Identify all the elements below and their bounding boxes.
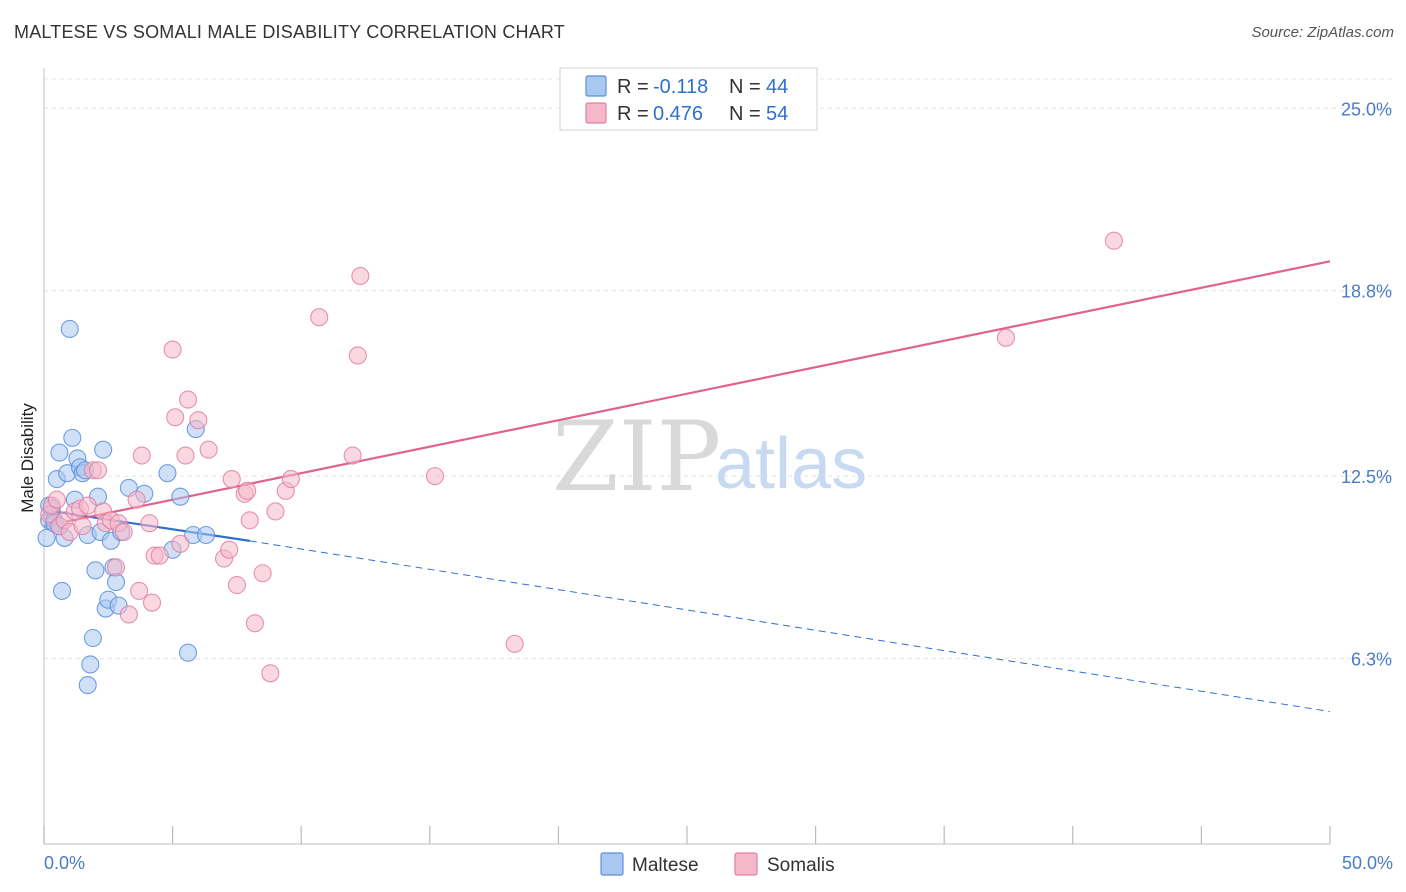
axis-layer: 0.0% 50.0% (43, 68, 1393, 873)
point-somalis-51 (505, 634, 524, 653)
point-somalis-8 (73, 517, 92, 536)
point-somalis-43 (266, 502, 285, 521)
legend-n-label-somalis: N = (729, 103, 761, 125)
point-somalis-40 (245, 614, 264, 633)
point-maltese-21 (83, 628, 102, 648)
y-tick-label-1: 12.5% (1341, 467, 1392, 487)
legend-r-label-maltese: R = (617, 76, 649, 98)
point-maltese-7 (50, 443, 69, 462)
point-somalis-52 (996, 328, 1015, 347)
point-somalis-32 (199, 440, 218, 459)
point-maltese-25 (94, 440, 113, 459)
legend-n-label-maltese: N = (729, 76, 761, 98)
point-maltese-11 (60, 319, 79, 339)
correlation-legend: R = -0.118 N = 44 R = 0.476 N = 54 (559, 67, 818, 131)
y-tick-label-0: 6.3% (1351, 650, 1392, 670)
legend-r-label-somalis: R = (617, 103, 649, 125)
point-somalis-23 (142, 593, 162, 612)
point-somalis-50 (425, 467, 444, 486)
point-somalis-53 (1104, 231, 1124, 250)
point-somalis-11 (88, 461, 108, 480)
point-somalis-47 (343, 446, 362, 465)
point-somalis-39 (240, 511, 259, 530)
point-somalis-46 (310, 308, 329, 327)
points-layer (37, 231, 1124, 695)
point-somalis-2 (47, 490, 66, 509)
chart-source: Source: ZipAtlas.com (1251, 24, 1394, 41)
series-swatch-somalis (734, 852, 758, 876)
point-somalis-45 (281, 470, 300, 489)
legend-swatch-maltese (585, 75, 607, 97)
point-maltese-37 (171, 487, 190, 506)
point-somalis-36 (227, 575, 246, 595)
point-somalis-49 (351, 266, 370, 286)
series-label-maltese: Maltese (632, 855, 699, 876)
series-label-somalis: Somalis (767, 855, 835, 876)
trend-line-somalis (43, 260, 1331, 528)
series-swatch-maltese (600, 852, 624, 876)
point-maltese-35 (158, 464, 177, 483)
point-maltese-20 (81, 655, 100, 674)
point-somalis-27 (166, 408, 185, 427)
legend-n-value-maltese: 44 (766, 76, 788, 98)
y-tick-label-3: 25.0% (1341, 99, 1392, 119)
point-somalis-19 (127, 490, 146, 509)
point-somalis-48 (348, 346, 367, 365)
point-somalis-25 (150, 546, 169, 565)
legend-swatch-somalis (585, 102, 607, 124)
point-somalis-26 (163, 340, 182, 359)
point-maltese-8 (52, 581, 72, 600)
point-somalis-9 (78, 496, 97, 515)
point-somalis-20 (130, 581, 149, 600)
point-somalis-42 (261, 664, 280, 683)
legend-n-value-somalis: 54 (766, 103, 788, 125)
x-tick-label-1: 50.0% (1342, 853, 1393, 873)
point-maltese-38 (178, 643, 198, 662)
point-somalis-41 (253, 564, 272, 583)
point-somalis-18 (119, 605, 138, 624)
point-maltese-19 (78, 676, 97, 695)
watermark: ZIP atlas (552, 401, 867, 513)
series-legend: Maltese Somalis (600, 852, 835, 876)
point-somalis-38 (238, 481, 257, 500)
y-tick-label-2: 18.8% (1341, 282, 1392, 302)
legend-r-value-somalis: 0.476 (653, 103, 703, 125)
point-somalis-35 (222, 470, 241, 489)
point-maltese-0 (37, 528, 56, 547)
watermark-atlas: atlas (715, 424, 867, 504)
chart-title: MALTESE VS SOMALI MALE DISABILITY CORREL… (14, 22, 565, 42)
point-maltese-41 (196, 525, 216, 545)
point-somalis-28 (171, 534, 190, 553)
grid-layer: 6.3% 12.5% 18.8% 25.0% (44, 78, 1392, 670)
x-tick-label-0: 0.0% (44, 853, 85, 873)
point-somalis-34 (220, 540, 239, 559)
point-somalis-29 (176, 446, 195, 465)
point-somalis-15 (106, 558, 126, 577)
legend-r-value-maltese: -0.118 (653, 76, 708, 98)
point-maltese-12 (63, 428, 82, 447)
point-somalis-17 (114, 522, 133, 542)
point-maltese-22 (86, 561, 105, 580)
trend-line-maltese-extension (249, 540, 1331, 713)
point-somalis-31 (189, 411, 208, 430)
point-somalis-22 (140, 514, 159, 533)
watermark-zip: ZIP (552, 401, 721, 513)
point-somalis-30 (178, 390, 198, 409)
point-somalis-21 (132, 446, 151, 465)
